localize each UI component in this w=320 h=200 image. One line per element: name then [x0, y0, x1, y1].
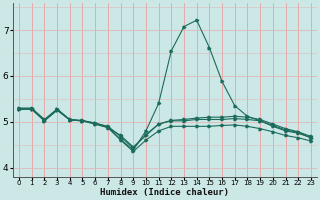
X-axis label: Humidex (Indice chaleur): Humidex (Indice chaleur)	[100, 188, 229, 197]
